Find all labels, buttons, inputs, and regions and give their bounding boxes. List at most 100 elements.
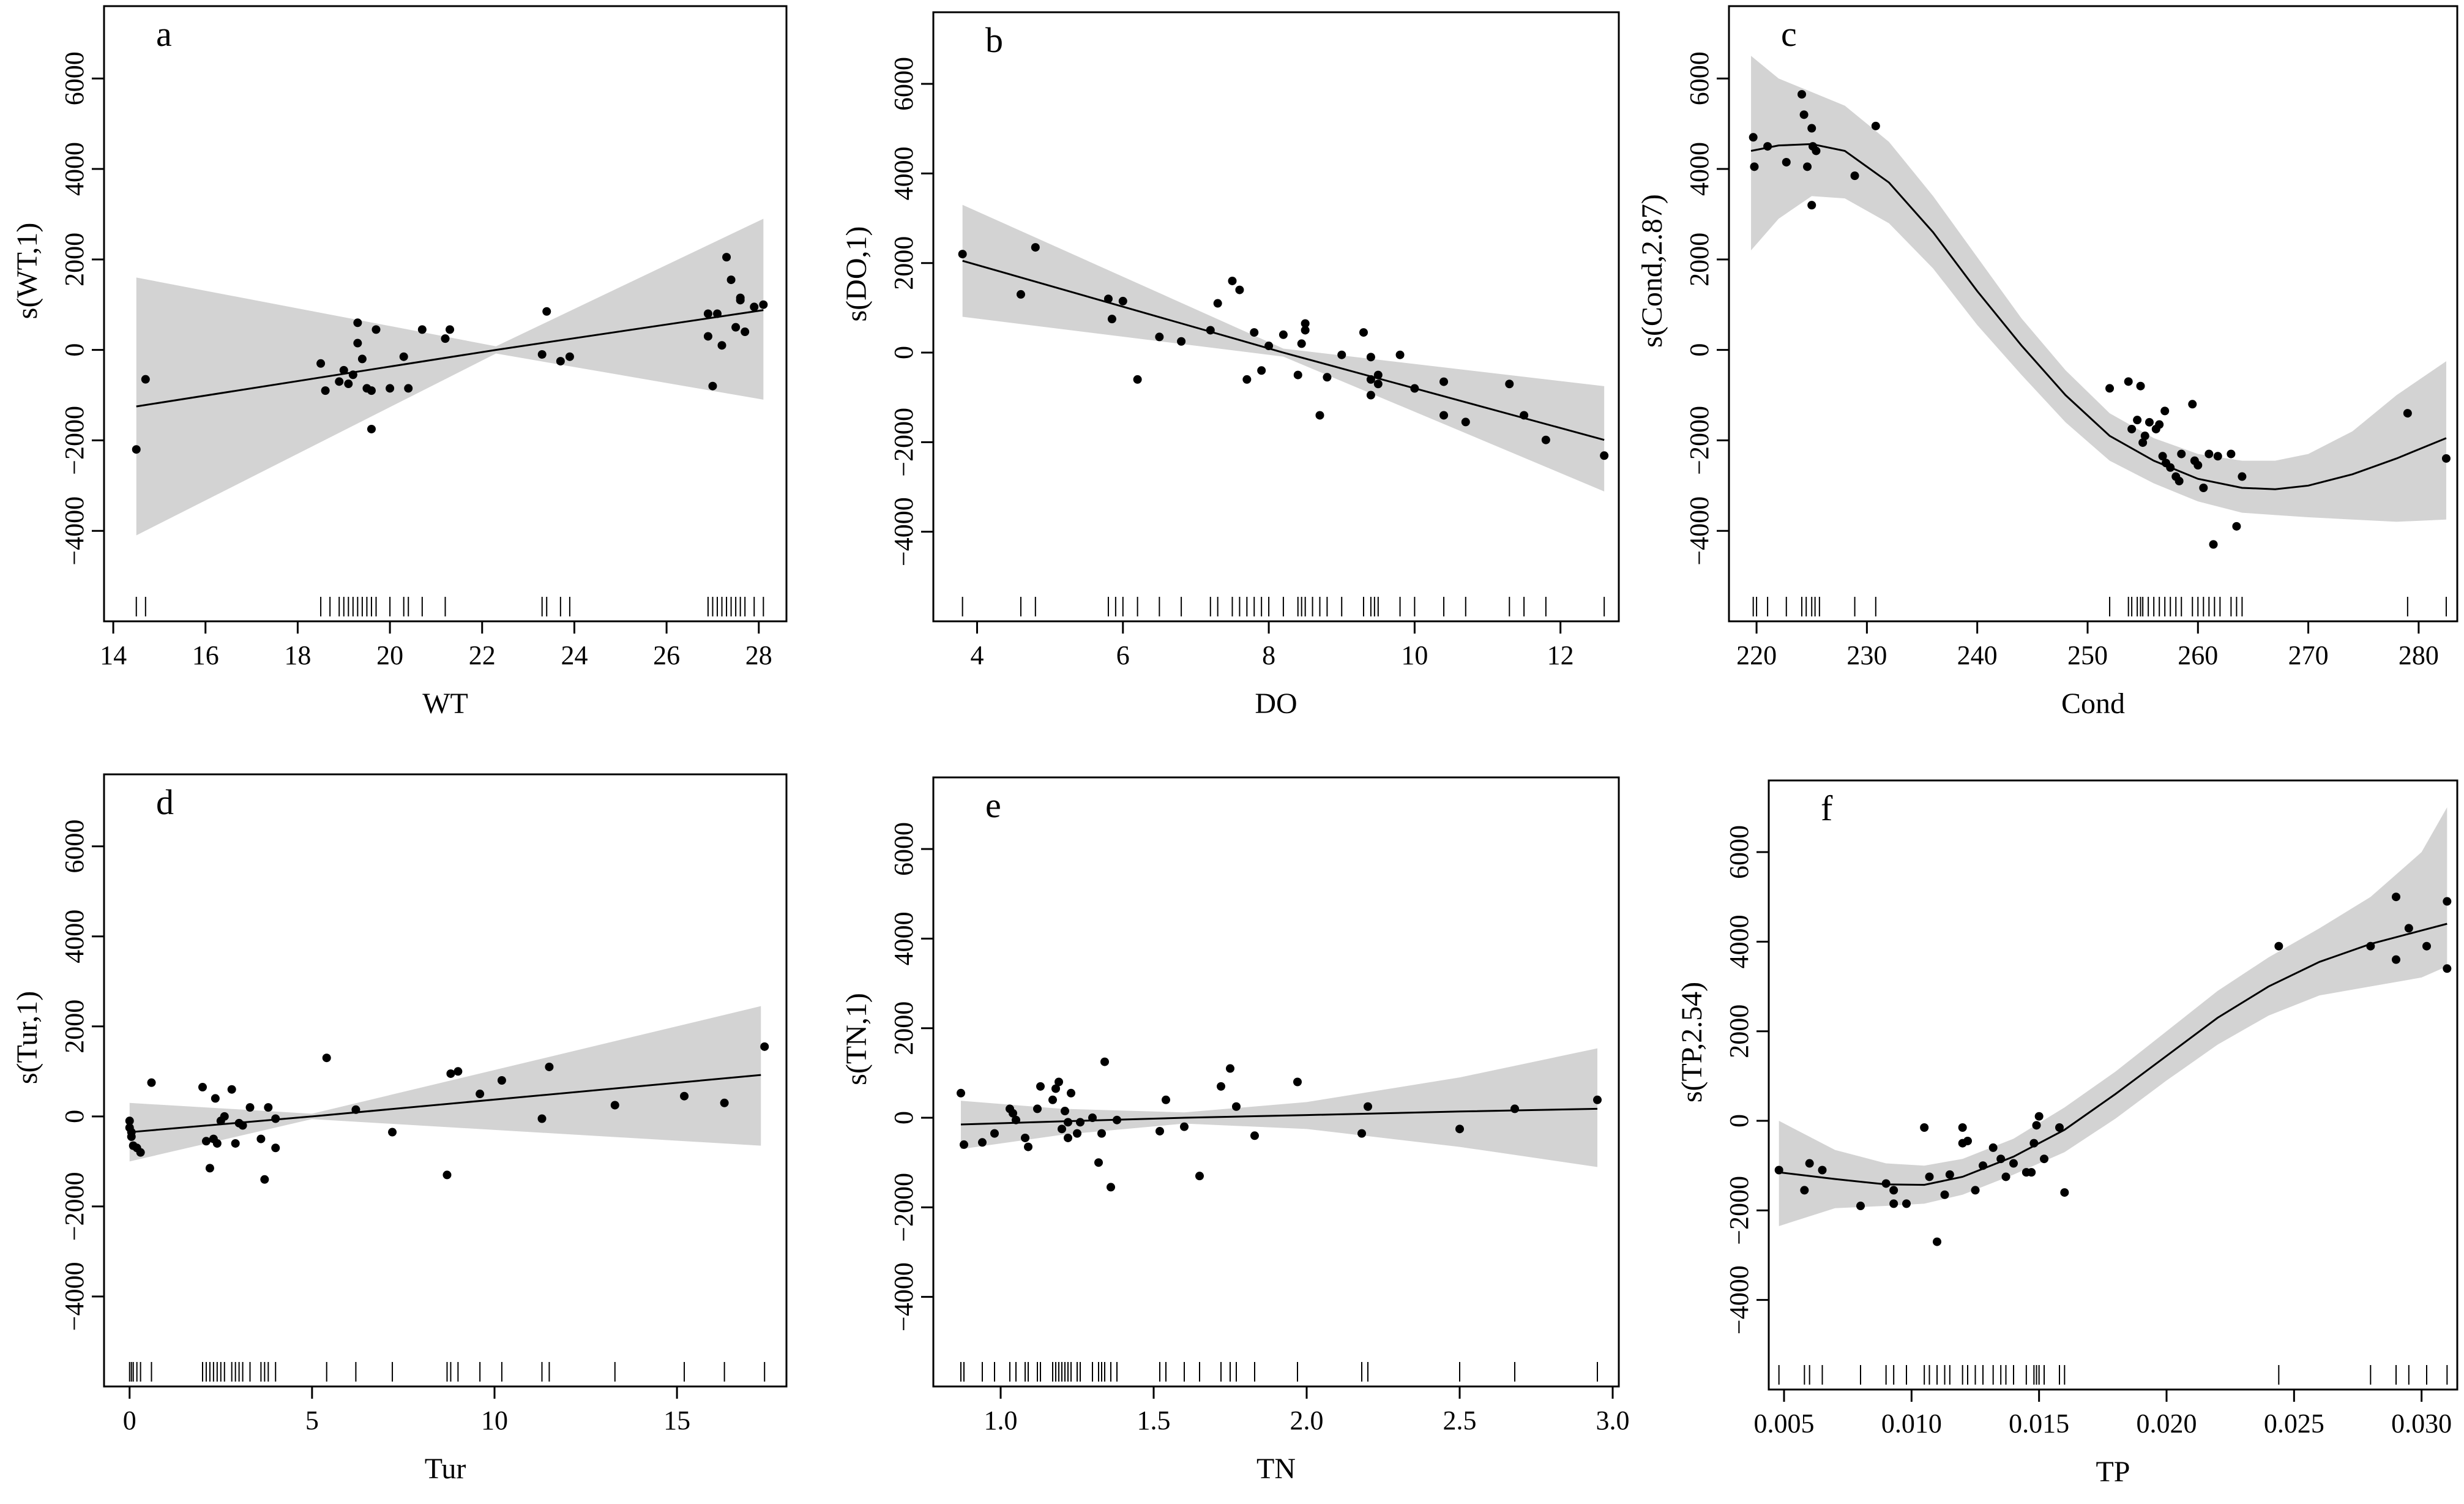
data-point [220,1112,229,1121]
data-point [2392,892,2400,902]
data-point [1395,350,1405,359]
data-point [1963,1136,1972,1145]
data-point [441,334,450,343]
data-point [703,309,712,318]
data-point [717,341,726,350]
data-point [1016,290,1025,299]
data-point [198,1083,207,1092]
data-point [1033,1104,1042,1113]
data-point [335,377,344,386]
panel-a: 14 16 18 20 22 24 26 28 −4000 −2000 0 2000 4000 6000 W… [11,5,788,720]
data-point [750,302,759,312]
data-point [2060,1188,2069,1197]
data-point [339,365,348,375]
data-point [2205,449,2214,458]
x-axis-title: Cond [2061,687,2125,720]
y-axis-title: s(TN,1) [840,993,873,1085]
x-tick-label: 10 [1401,640,1428,670]
data-point [1439,377,1449,386]
data-point [446,325,455,334]
data-point [1097,1129,1106,1138]
y-tick-label: 4000 [59,142,89,196]
confidence-band [1779,807,2447,1226]
data-point [960,1140,968,1149]
x-tick-label: 230 [1846,640,1887,670]
data-point [1088,1113,1097,1123]
data-point [2392,955,2400,964]
x-tick-label: 28 [745,640,772,670]
data-point [2213,452,2222,461]
data-point [1009,1109,1017,1118]
y-tick-label: −2000 [59,406,89,475]
confidence-band [961,1048,1597,1167]
data-point [2227,449,2236,458]
data-point [703,332,712,341]
data-point [537,350,547,359]
data-point [1155,1126,1164,1135]
data-point [1364,1102,1372,1111]
data-point [2032,1121,2041,1130]
data-point [211,1094,220,1103]
data-point [1226,1064,1234,1073]
data-point [2127,424,2137,433]
data-point [2443,964,2452,973]
data-point [556,357,565,366]
x-tick-label: 12 [1547,640,1574,670]
data-point [1217,1082,1225,1091]
data-point [2124,377,2133,386]
data-point [1818,1165,1827,1175]
data-point [1250,1131,1259,1140]
data-point [386,384,395,393]
y-axis-title: s(DO,1) [840,226,873,322]
y-tick-label: 2000 [59,1000,89,1053]
data-point [1103,294,1113,304]
data-point [1133,375,1142,384]
data-point [2441,454,2451,463]
y-tick-label: −2000 [889,1173,919,1242]
y-tick-label: 0 [59,1110,89,1123]
smooth-line [1779,922,2447,1186]
data-point [1315,411,1324,420]
y-tick-label: 2000 [59,233,89,286]
data-point [1856,1202,1865,1211]
y-tick-label: 4000 [1684,142,1714,196]
data-point [1799,110,1809,119]
panel-letter: b [985,20,1003,60]
data-point [1162,1095,1170,1104]
y-tick-label: −4000 [59,496,89,566]
x-tick-label: 10 [481,1405,508,1435]
data-point [2160,406,2170,416]
x-tick-label: 16 [192,640,219,670]
data-point [2232,522,2241,531]
data-point [1366,375,1375,384]
data-point [2009,1159,2018,1168]
data-point [2029,1139,2039,1148]
data-point [537,1114,547,1123]
data-point [1232,1102,1241,1111]
data-point [1933,1237,1941,1246]
y-tick-label: −4000 [889,1262,919,1331]
data-point [1902,1199,1911,1208]
data-point [2138,438,2148,447]
y-tick-label: −4000 [889,497,919,566]
y-tick-label: 0 [889,346,919,359]
data-point [132,445,141,454]
data-point [2422,941,2431,951]
x-tick-label: 15 [663,1405,690,1435]
x-tick-label: 20 [376,640,403,670]
data-point [271,1114,280,1123]
data-point [1301,319,1310,328]
x-axis-title: WT [422,687,468,720]
data-point [610,1101,619,1110]
data-point [1061,1107,1069,1116]
data-point [353,318,362,327]
smooth-line [136,309,764,408]
y-tick-label: 4000 [1724,915,1754,968]
data-point [1195,1172,1204,1181]
panel-f: 0.005 0.010 0.015 0.020 0.025 0.030 −4000 −2000… [1676,779,2458,1488]
data-point [205,1164,214,1173]
data-point [238,1121,247,1130]
x-tick-label: 3.0 [1596,1405,1630,1435]
panel-letter: c [1781,14,1797,54]
data-point [497,1076,506,1085]
